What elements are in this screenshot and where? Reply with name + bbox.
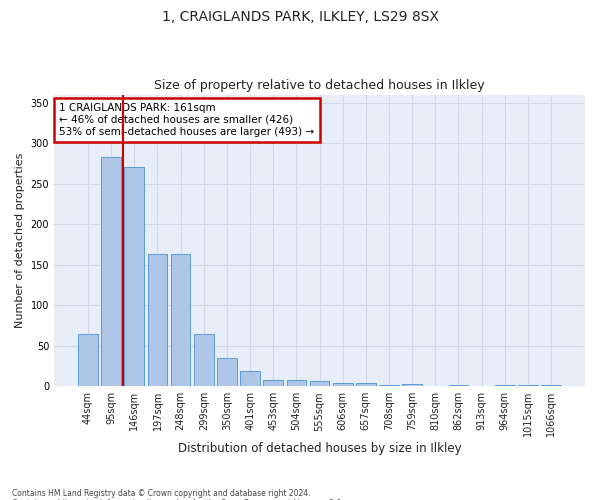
Bar: [287, 380, 306, 386]
Bar: [194, 334, 214, 386]
Bar: [541, 384, 561, 386]
Bar: [402, 384, 422, 386]
Bar: [78, 334, 98, 386]
Y-axis label: Number of detached properties: Number of detached properties: [15, 152, 25, 328]
Bar: [495, 384, 515, 386]
Bar: [101, 157, 121, 386]
X-axis label: Distribution of detached houses by size in Ilkley: Distribution of detached houses by size …: [178, 442, 461, 455]
Title: Size of property relative to detached houses in Ilkley: Size of property relative to detached ho…: [154, 79, 485, 92]
Bar: [240, 371, 260, 386]
Text: 1, CRAIGLANDS PARK, ILKLEY, LS29 8SX: 1, CRAIGLANDS PARK, ILKLEY, LS29 8SX: [161, 10, 439, 24]
Text: Contains HM Land Registry data © Crown copyright and database right 2024.: Contains HM Land Registry data © Crown c…: [12, 488, 311, 498]
Text: Contains public sector information licensed under the Open Government Licence v3: Contains public sector information licen…: [12, 498, 344, 500]
Text: 1 CRAIGLANDS PARK: 161sqm
← 46% of detached houses are smaller (426)
53% of semi: 1 CRAIGLANDS PARK: 161sqm ← 46% of detac…: [59, 104, 314, 136]
Bar: [333, 383, 353, 386]
Bar: [310, 382, 329, 386]
Bar: [171, 254, 190, 386]
Bar: [263, 380, 283, 386]
Bar: [124, 168, 144, 386]
Bar: [356, 383, 376, 386]
Bar: [148, 254, 167, 386]
Bar: [217, 358, 237, 386]
